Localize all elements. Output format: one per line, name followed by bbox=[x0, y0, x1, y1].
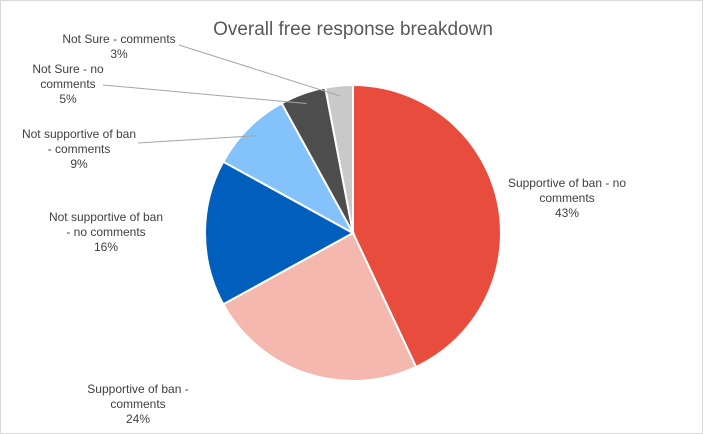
pie-slices bbox=[204, 83, 502, 382]
slice-percent-label: 3% bbox=[110, 47, 128, 61]
slice-category-label: Supportive of ban - no bbox=[508, 176, 626, 190]
slice-labels: Supportive of ban - no comments 43%Support… bbox=[22, 32, 626, 426]
slice-label-not-sure-comments: Not Sure - comments 3% bbox=[62, 32, 175, 61]
slice-category-label: comments bbox=[539, 191, 594, 205]
slice-percent-label: 43% bbox=[555, 206, 579, 220]
slice-percent-label: 24% bbox=[126, 412, 150, 426]
slice-category-label: - comments bbox=[48, 142, 111, 156]
slice-category-label: Supportive of ban - bbox=[87, 382, 188, 396]
slice-label-supportive-of-ban-comments: Supportive of ban -comments 24% bbox=[87, 382, 188, 426]
slice-label-not-supportive-of-ban-no-comments: Not supportive of ban - no comments 16% bbox=[49, 210, 163, 254]
leader-line-not-supportive-of-ban-comments bbox=[137, 135, 256, 144]
slice-percent-label: 16% bbox=[94, 240, 118, 254]
slice-category-label: - no comments bbox=[66, 225, 145, 239]
slice-category-label: Not supportive of ban bbox=[22, 127, 136, 141]
chart-title: Overall free response breakdown bbox=[213, 19, 493, 40]
leader-lines bbox=[102, 44, 341, 144]
pie-slice-not-supportive-of-ban-no-comments bbox=[204, 160, 356, 306]
slice-category-label: Not supportive of ban bbox=[49, 210, 163, 224]
pie-slice-not-sure-comments bbox=[324, 83, 354, 234]
slice-category-label: Not Sure - comments bbox=[62, 32, 175, 46]
slice-label-supportive-of-ban-no-comments: Supportive of ban - no comments 43% bbox=[508, 176, 626, 220]
leader-line-not-sure-comments bbox=[178, 44, 341, 97]
slice-category-label: comments bbox=[110, 397, 165, 411]
slice-percent-label: 5% bbox=[59, 92, 77, 106]
slice-category-label: comments bbox=[40, 77, 95, 91]
pie-slice-supportive-of-ban-comments bbox=[221, 231, 418, 382]
slice-label-not-sure-no-comments: Not Sure - no comments 5% bbox=[32, 62, 104, 106]
slice-percent-label: 9% bbox=[70, 157, 88, 171]
slice-category-label: Not Sure - no bbox=[32, 62, 104, 76]
pie-slice-not-supportive-of-ban-comments bbox=[221, 101, 356, 236]
pie-slice-supportive-of-ban-no-comments bbox=[352, 83, 502, 369]
slice-label-not-supportive-of-ban-comments: Not supportive of ban - comments 9% bbox=[22, 127, 136, 171]
leader-line-not-sure-no-comments bbox=[102, 84, 307, 104]
